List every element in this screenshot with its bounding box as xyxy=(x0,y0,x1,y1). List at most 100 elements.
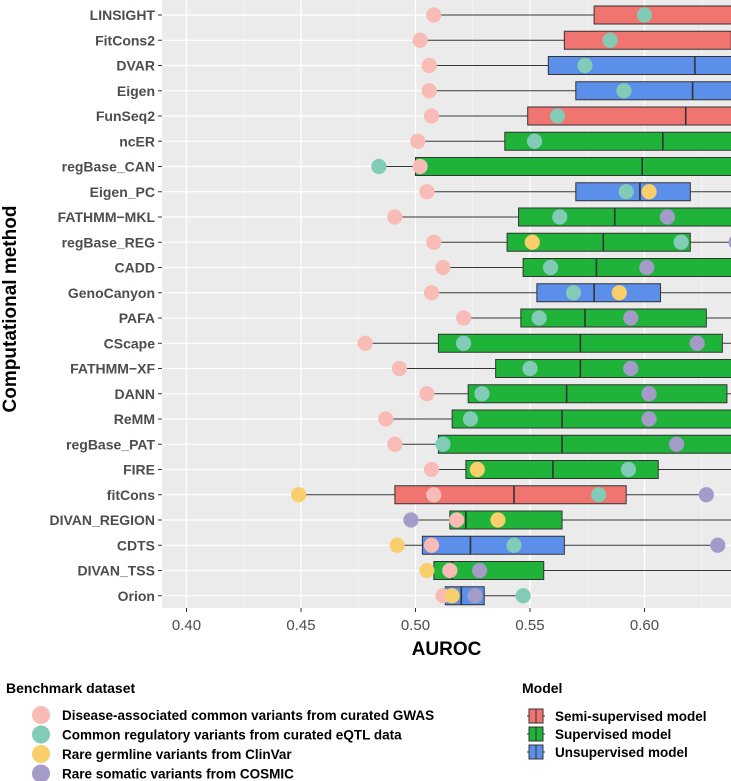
point-fitcons-eqtl xyxy=(591,487,607,503)
point-pafa-eqtl xyxy=(531,310,547,326)
box-remm xyxy=(451,409,731,429)
legend-label-cosmic: Rare somatic variants from COSMIC xyxy=(62,767,294,781)
point-fathmm-mkl-gwas xyxy=(387,209,403,225)
method-label-linsight: LINSIGHT xyxy=(90,7,156,23)
x-tick-label: 0.55 xyxy=(515,617,544,634)
point-fitcons-gwas xyxy=(426,487,442,503)
point-cdts-gwas xyxy=(423,537,440,553)
point-eigen-eqtl xyxy=(616,83,632,99)
legend-label-clinvar: Rare germline variants from ClinVar xyxy=(62,747,292,762)
point-divan-tss-clinvar xyxy=(419,562,435,579)
box-pafa xyxy=(520,308,707,328)
legend-model-title: Model xyxy=(522,680,562,696)
point-remm-gwas xyxy=(378,411,394,427)
plot-panel xyxy=(162,0,731,608)
point-dvar-gwas xyxy=(421,57,437,74)
point-orion-eqtl xyxy=(515,588,531,604)
point-eigen-pc-clinvar xyxy=(641,184,657,200)
method-label-orion: Orion xyxy=(118,588,155,604)
x-tick-labels: 0.400.450.500.550.600.650.700.750.800.85 xyxy=(172,608,659,634)
point-cscape-eqtl xyxy=(455,335,472,351)
method-label-fitcons: fitCons xyxy=(107,487,155,503)
point-dvar-eqtl xyxy=(577,57,593,74)
method-label-fitcons2: FitCons2 xyxy=(95,32,155,48)
point-cscape-gwas xyxy=(357,335,373,351)
point-fire-gwas xyxy=(423,461,440,478)
point-eigen-pc-eqtl xyxy=(618,184,634,200)
method-label-cscape: CScape xyxy=(104,335,156,351)
method-label-remm: ReMM xyxy=(114,411,155,427)
point-fitcons2-gwas xyxy=(412,32,428,48)
point-regbase-pat-eqtl xyxy=(435,436,451,452)
box-dvar xyxy=(547,56,731,75)
legend-benchmark-dataset: Benchmark dataset Disease-associated com… xyxy=(6,680,434,781)
point-genocanyon-gwas xyxy=(423,285,440,301)
method-labels: LINSIGHT FitCons2 DVAR Eigen FunSeq2 ncER regB… xyxy=(49,7,162,604)
legend-label-unsup: Unsupervised model xyxy=(555,745,688,760)
point-linsight-gwas xyxy=(426,7,442,23)
point-fathmm-xf-gwas xyxy=(391,360,408,377)
benchmark-points xyxy=(291,7,731,604)
point-cadd-eqtl xyxy=(543,259,559,276)
method-label-fathmm-xf: FATHMM−XF xyxy=(70,361,155,377)
point-remm-eqtl xyxy=(462,411,479,427)
point-fitcons-clinvar xyxy=(291,487,307,503)
point-divan-tss-cosmic xyxy=(472,562,488,579)
point-fathmm-xf-eqtl xyxy=(522,360,538,377)
point-cdts-cosmic xyxy=(710,537,726,553)
point-ncer-eqtl xyxy=(526,133,543,149)
point-pafa-cosmic xyxy=(623,310,639,326)
box-divan-region xyxy=(449,510,563,530)
method-label-eigen: Eigen xyxy=(117,83,155,99)
method-label-cdts: CDTS xyxy=(117,537,155,553)
point-funseq2-gwas xyxy=(423,108,440,124)
method-label-cadd: CADD xyxy=(115,260,155,276)
point-regbase-pat-gwas xyxy=(387,436,403,452)
point-fitcons2-eqtl xyxy=(602,32,618,48)
box-linsight xyxy=(593,5,731,25)
point-orion-clinvar xyxy=(444,588,460,604)
x-tick-label: 0.60 xyxy=(630,617,659,634)
y-axis-label: Computational method xyxy=(0,206,21,413)
box-fitcons2 xyxy=(563,30,731,50)
point-regbase-reg-cosmic xyxy=(728,236,731,248)
box-fitcons xyxy=(394,485,627,505)
point-pafa-gwas xyxy=(455,310,472,326)
point-genocanyon-clinvar xyxy=(611,285,627,301)
method-label-divan-tss: DIVAN_TSS xyxy=(77,563,155,579)
method-label-divan-region: DIVAN_REGION xyxy=(49,512,155,528)
legend-label-gwas: Disease-associated common variants from … xyxy=(62,708,434,723)
point-cscape-cosmic xyxy=(689,335,705,351)
box-cadd xyxy=(522,258,731,277)
point-regbase-pat-cosmic xyxy=(668,436,685,452)
point-orion-cosmic xyxy=(467,588,483,604)
box-fire xyxy=(465,460,659,479)
x-axis-label: AUROC xyxy=(412,639,482,660)
box-regbase-pat xyxy=(437,434,731,454)
whiskers xyxy=(298,14,731,597)
point-regbase-reg-gwas xyxy=(426,234,442,250)
point-fathmm-mkl-eqtl xyxy=(552,209,568,225)
method-label-dvar: DVAR xyxy=(116,58,155,74)
point-dann-gwas xyxy=(419,386,435,402)
point-eigen-gwas xyxy=(421,83,437,99)
box-eigen xyxy=(575,81,731,101)
x-tick-label: 0.40 xyxy=(172,617,201,634)
point-regbase-can-gwas xyxy=(412,158,428,175)
point-fire-eqtl xyxy=(620,461,637,478)
legend-model: Model Semi-supervised model Supervised mo… xyxy=(522,680,707,760)
point-eigen-pc-gwas xyxy=(419,184,435,200)
boxes xyxy=(394,5,731,606)
point-divan-region-cosmic xyxy=(403,512,419,528)
box-regbase-can xyxy=(415,157,731,176)
point-fathmm-xf-cosmic xyxy=(623,360,639,377)
point-cdts-clinvar xyxy=(389,537,405,553)
box-regbase-reg xyxy=(506,232,691,252)
point-fathmm-mkl-cosmic xyxy=(659,209,676,225)
point-cadd-gwas xyxy=(435,259,451,276)
legend-label-semi: Semi-supervised model xyxy=(555,709,707,724)
method-label-regbase-reg: regBase_REG xyxy=(62,234,155,250)
box-fathmm-xf xyxy=(495,359,731,378)
method-label-regbase-can: regBase_CAN xyxy=(62,159,155,175)
box-dann xyxy=(467,384,728,404)
